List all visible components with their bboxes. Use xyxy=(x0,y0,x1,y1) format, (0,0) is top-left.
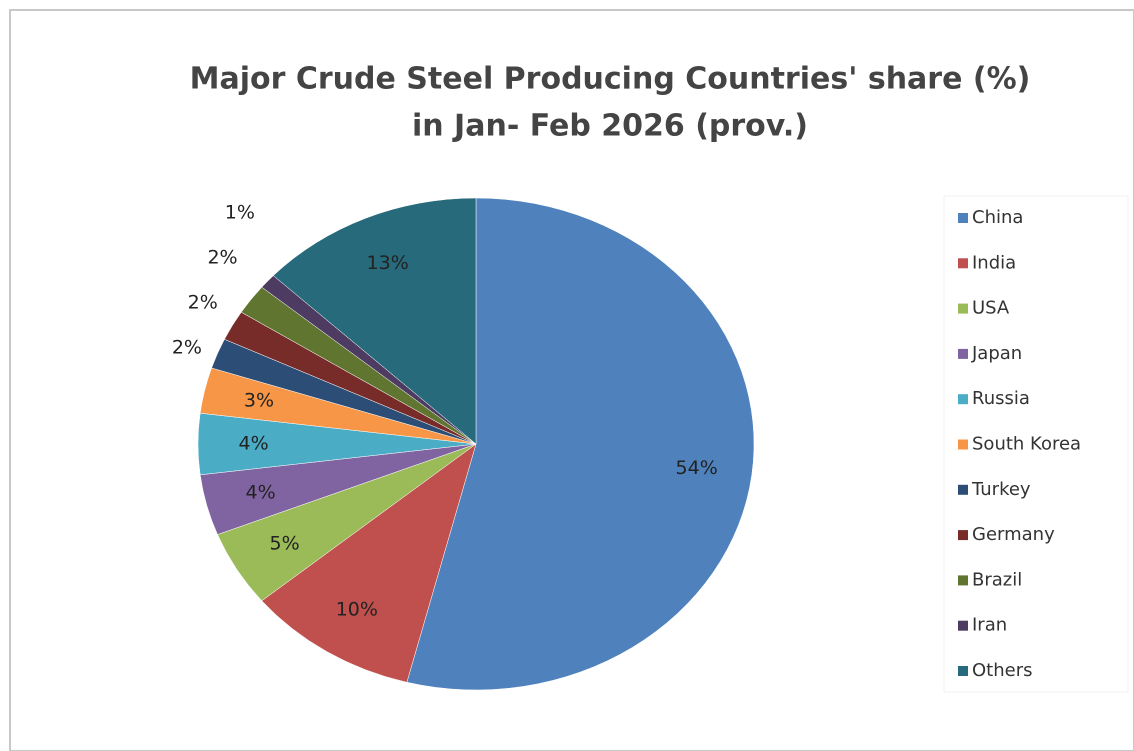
legend-swatch xyxy=(958,575,968,586)
legend-swatch xyxy=(958,620,968,631)
data-label: 1% xyxy=(225,202,255,224)
legend-label: Russia xyxy=(972,388,1030,409)
legend-swatch xyxy=(958,666,968,676)
legend-label: USA xyxy=(972,298,1010,319)
pie-slice xyxy=(261,443,477,683)
data-label: 2% xyxy=(188,292,218,314)
pie-slice xyxy=(272,197,477,445)
data-label: 2% xyxy=(172,337,202,359)
data-label: 3% xyxy=(244,390,274,412)
legend-label: Iran xyxy=(972,615,1007,636)
legend-swatch xyxy=(958,439,968,450)
data-label: 4% xyxy=(246,481,276,503)
data-label: 2% xyxy=(207,247,237,269)
legend-label: Germany xyxy=(972,524,1055,545)
legend-label: China xyxy=(972,207,1023,228)
legend-label: India xyxy=(972,252,1016,273)
chart-title: Major Crude Steel Producing Countries' s… xyxy=(190,62,1031,97)
legend-label: Japan xyxy=(971,343,1022,364)
legend-swatch xyxy=(958,484,968,495)
legend-swatch xyxy=(958,258,968,269)
legend-box xyxy=(943,195,1129,693)
legend-label: Turkey xyxy=(971,479,1031,500)
data-label: 4% xyxy=(239,433,269,455)
pie-slice xyxy=(406,197,755,691)
chart-title: in Jan- Feb 2026 (prov.) xyxy=(412,109,808,144)
data-label: 5% xyxy=(269,533,299,555)
data-label: 10% xyxy=(336,599,378,621)
legend-swatch xyxy=(958,213,968,223)
legend-label: South Korea xyxy=(972,434,1081,455)
legend-swatch xyxy=(958,348,968,359)
legend-label: Others xyxy=(972,660,1033,681)
legend-label: Brazil xyxy=(972,569,1022,590)
legend-swatch xyxy=(958,394,968,405)
data-label: 13% xyxy=(367,252,409,274)
data-label: 54% xyxy=(676,457,718,479)
legend-swatch xyxy=(958,303,968,314)
legend-swatch xyxy=(958,530,968,541)
